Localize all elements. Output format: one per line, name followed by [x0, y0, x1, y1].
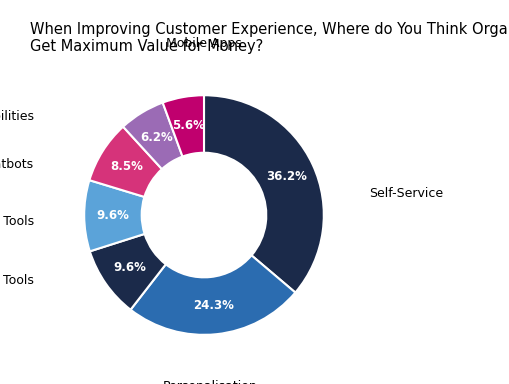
Text: Chatbots: Chatbots [0, 158, 34, 171]
Wedge shape [162, 95, 204, 157]
Wedge shape [123, 103, 182, 169]
Text: 5.6%: 5.6% [172, 119, 204, 132]
Wedge shape [204, 95, 323, 293]
Text: Self-Service: Self-Service [369, 187, 443, 200]
Text: Mobile Apps: Mobile Apps [166, 37, 241, 50]
Text: Website Capabilities: Website Capabilities [0, 110, 34, 123]
Text: Proactivity Tools: Proactivity Tools [0, 275, 34, 288]
Text: 9.6%: 9.6% [112, 261, 146, 274]
Wedge shape [84, 180, 145, 252]
Text: 6.2%: 6.2% [140, 131, 173, 144]
Wedge shape [130, 255, 295, 335]
Text: 24.3%: 24.3% [192, 299, 234, 312]
Text: 8.5%: 8.5% [110, 160, 143, 173]
Text: 9.6%: 9.6% [96, 209, 129, 222]
Text: 36.2%: 36.2% [266, 170, 306, 183]
Text: Diagnostic Tools: Diagnostic Tools [0, 215, 34, 228]
Text: When Improving Customer Experience, Where do You Think Organizations Can
Get Max: When Improving Customer Experience, Wher… [30, 22, 509, 55]
Wedge shape [90, 234, 165, 310]
Wedge shape [89, 127, 162, 197]
Text: Personalisation: Personalisation [162, 381, 257, 384]
